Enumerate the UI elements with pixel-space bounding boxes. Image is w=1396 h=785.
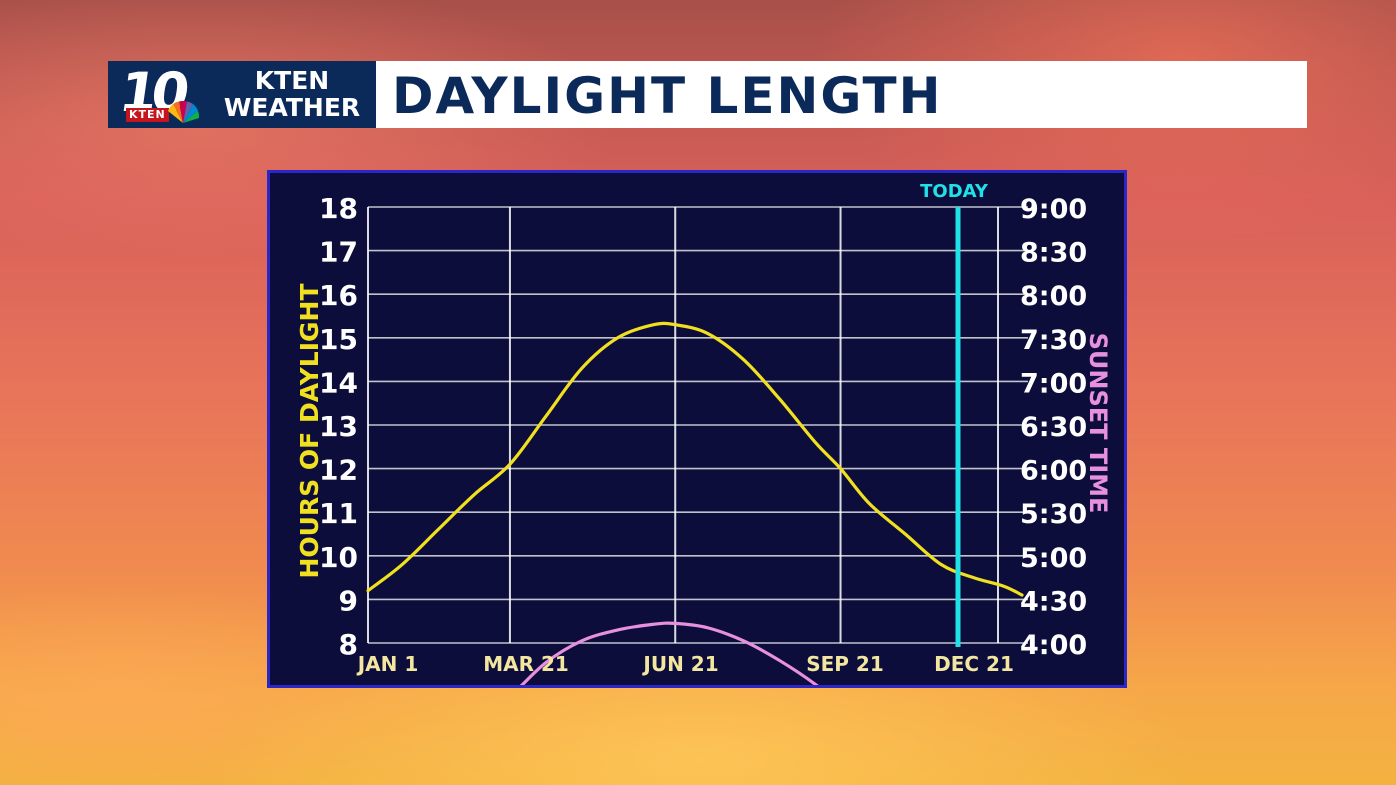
y-tick-label-0: 8 [339,628,358,661]
daylight-chart: TODAY 8 9 10 11 12 13 14 15 16 17 18 4:00 4:30 5:00 5:3… [295,181,1112,685]
y-tick-label-3: 11 [319,497,358,530]
y2-tick-label-3: 5:30 [1020,499,1087,530]
x-tick-label-1: MAR 21 [483,652,569,676]
y2-tick-label-6: 7:00 [1020,368,1087,399]
today-label: TODAY [920,181,989,202]
y2-tick-label-1: 4:30 [1020,586,1087,617]
y-tick-label-6: 14 [319,366,358,399]
y2-tick-label-2: 5:00 [1020,543,1087,574]
y-tick-label-10: 18 [319,192,358,225]
y2-axis-title: SUNSET TIME [1084,333,1112,514]
y-tick-label-1: 9 [339,584,358,617]
logo-line-2: WEATHER [223,93,361,122]
kten-logo: 10 KTEN KTEN WEATHER [108,61,376,128]
y2-tick-label-9: 8:30 [1020,238,1087,269]
logo-text: KTEN WEATHER [208,67,376,121]
y-axis-title: HOURS OF DAYLIGHT [295,283,324,578]
series-line-1 [519,621,819,685]
y-tick-label-9: 17 [319,236,358,269]
y-tick-label-5: 13 [319,410,358,443]
y-tick-label-8: 16 [319,279,358,312]
x-tick-label-4: DEC 21 [934,652,1014,676]
y2-tick-label-0: 4:00 [1020,630,1087,661]
peacock-icon [168,101,200,123]
y-tick-label-2: 10 [319,541,358,574]
series-line-0 [366,321,1024,597]
x-tick-label-0: JAN 1 [356,652,419,676]
header-banner: 10 KTEN KTEN WEATHER DAYLIGHT LENGTH [108,61,1307,128]
logo-line-1: KTEN [254,66,330,95]
y2-tick-label-8: 8:00 [1020,281,1087,312]
y2-tick-label-4: 6:00 [1020,456,1087,487]
y-tick-label-7: 15 [319,323,358,356]
y-tick-label-4: 12 [319,454,358,487]
y2-tick-label-10: 9:00 [1020,194,1087,225]
x-tick-label-3: SEP 21 [806,652,884,676]
x-tick-label-2: JUN 21 [641,652,718,676]
page-title: DAYLIGHT LENGTH [392,67,943,125]
y2-tick-label-7: 7:30 [1020,325,1087,356]
y2-tick-label-5: 6:30 [1020,412,1087,443]
logo-small-text: KTEN [126,108,169,122]
chart-panel: TODAY 8 9 10 11 12 13 14 15 16 17 18 4:00 4:30 5:00 5:3… [267,170,1127,688]
